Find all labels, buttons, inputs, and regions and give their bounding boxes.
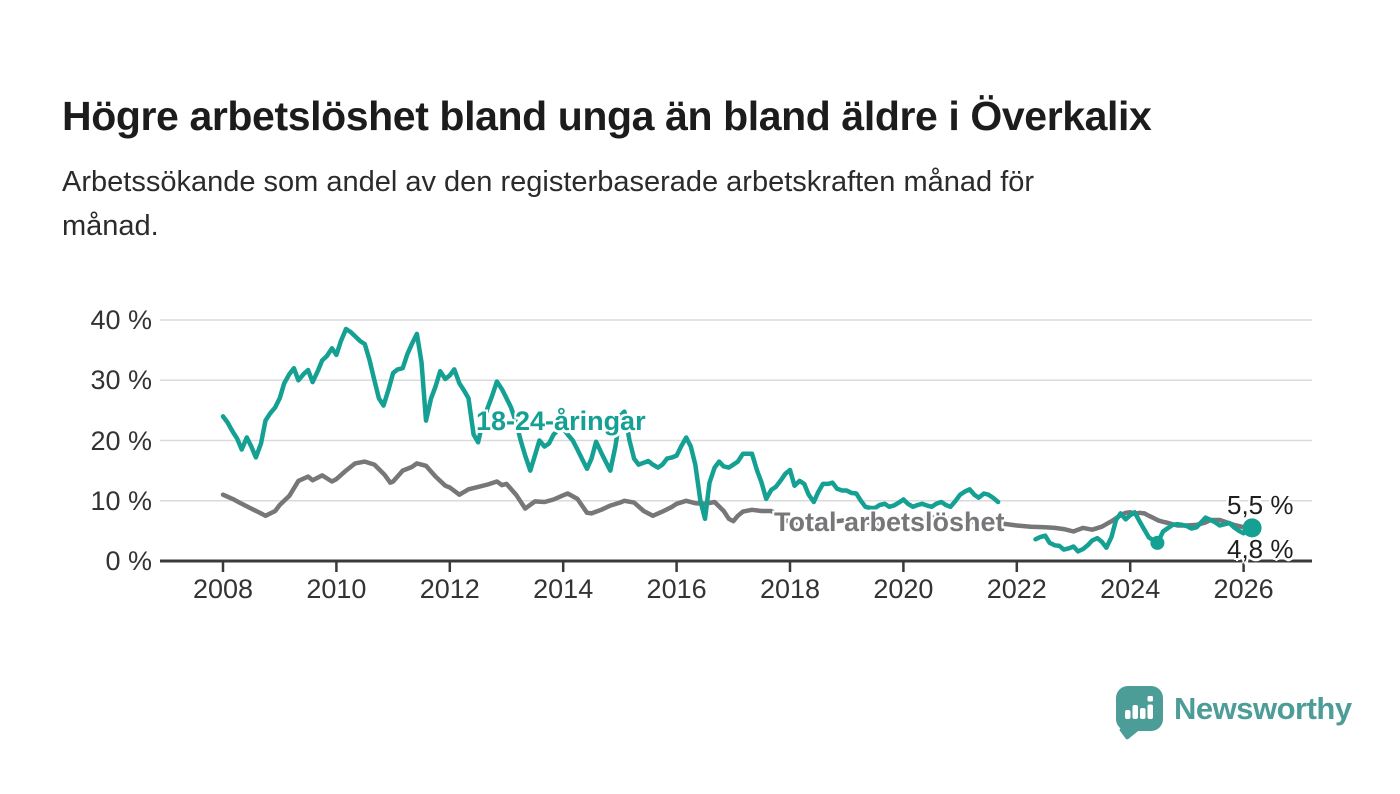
y-axis-label: 0 % [105, 546, 152, 576]
page-title: Högre arbetslöshet bland unga än bland ä… [62, 93, 1152, 140]
y-axis-label: 20 % [90, 425, 152, 456]
bar-chart-icon [1125, 696, 1153, 719]
series-label-total: Total arbetslöshet [774, 507, 1005, 537]
series-label-young: 18-24-åringar [476, 406, 646, 436]
x-axis-label: 2022 [986, 574, 1047, 604]
x-axis-label: 2014 [533, 574, 594, 604]
y-axis-label: 10 % [90, 485, 152, 516]
chart-subtitle-line2: månad. [62, 210, 159, 242]
end-value-total: 4,8 % [1227, 534, 1294, 564]
x-axis-label: 2012 [419, 574, 480, 604]
x-axis-label: 2010 [306, 574, 367, 604]
newsworthy-logo: Newsworthy [1116, 686, 1352, 741]
y-axis-label: 30 % [90, 365, 152, 396]
newsworthy-wordmark: Newsworthy [1174, 691, 1352, 726]
x-axis-label: 2016 [646, 574, 707, 604]
x-axis-label: 2026 [1213, 574, 1274, 604]
x-axis-label: 2008 [192, 574, 254, 604]
end-value-young: 5,5 % [1227, 490, 1294, 520]
y-axis-label: 40 % [90, 305, 152, 335]
chart-subtitle-line1: Arbetssökande som andel av den registerb… [62, 166, 1035, 198]
x-axis-label: 2018 [759, 574, 821, 604]
x-axis-label: 2024 [1100, 574, 1161, 604]
x-axis-label: 2020 [873, 574, 934, 604]
newsworthy-logo-icon [1116, 686, 1163, 741]
chart-subtitle: Arbetssökande som andel av den registerb… [62, 160, 1292, 248]
